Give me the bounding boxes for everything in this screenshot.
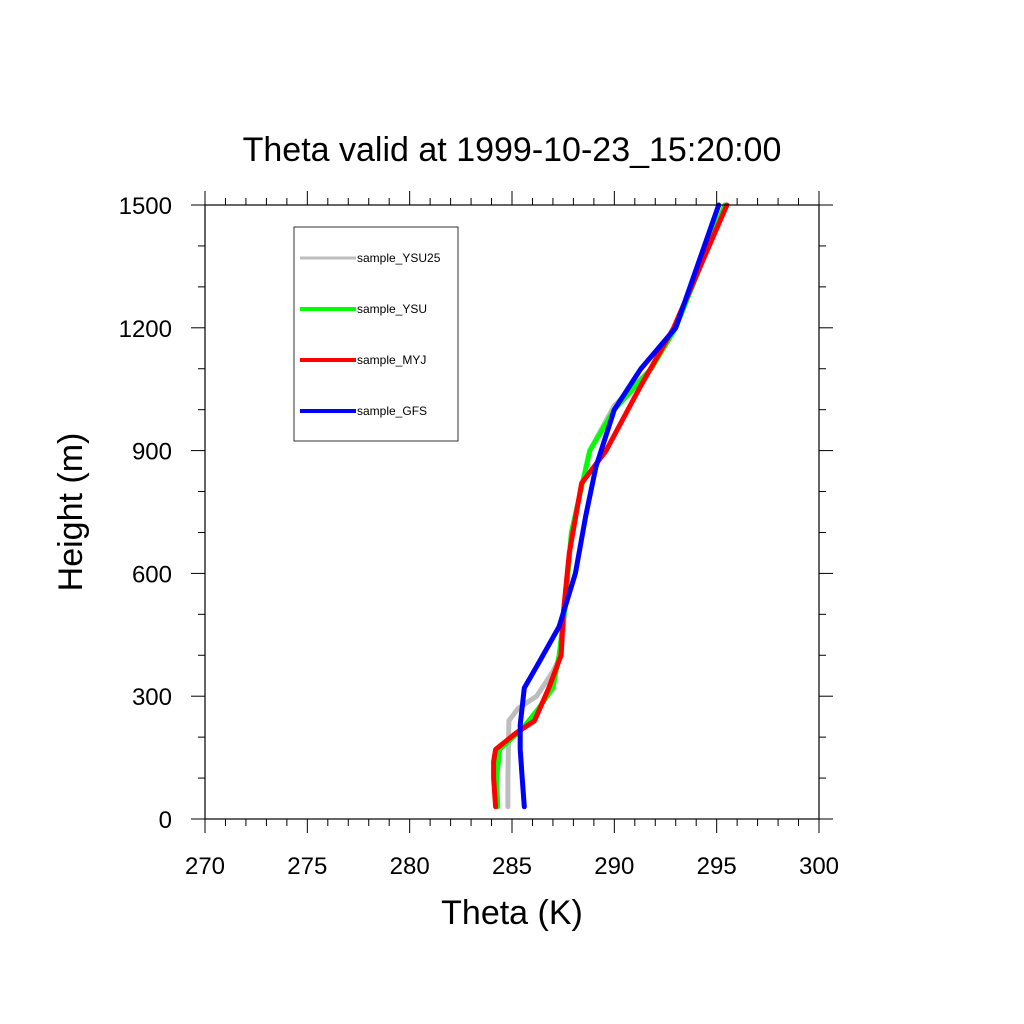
legend-label-sample_YSU: sample_YSU	[357, 302, 427, 316]
y-tick-label: 300	[132, 684, 172, 711]
series-line-sample_YSU25	[505, 202, 728, 810]
series-line-sample_MYJ	[491, 202, 730, 810]
x-tick-label: 300	[799, 853, 839, 880]
chart-title: Theta valid at 1999-10-23_15:20:00	[243, 131, 782, 169]
y-tick-label: 1500	[119, 193, 172, 220]
series-line-sample_GFS	[517, 202, 722, 810]
x-tick-label: 290	[594, 853, 634, 880]
y-tick-label: 1200	[119, 316, 172, 343]
x-tick-label: 280	[390, 853, 430, 880]
legend-label-sample_MYJ: sample_MYJ	[357, 353, 426, 367]
y-tick-labels: 0 300 600 900 1200 1500	[119, 193, 172, 834]
y-axis-title: Height (m)	[52, 433, 90, 592]
series-layer	[491, 202, 730, 810]
x-tick-label: 285	[492, 853, 532, 880]
x-axis-title: Theta (K)	[441, 894, 583, 932]
legend-box	[293, 226, 459, 442]
legend-label-sample_YSU25: sample_YSU25	[357, 251, 441, 265]
axis-ticks	[191, 191, 833, 833]
x-tick-labels: 270 275 280 285 290 295 300	[185, 853, 839, 880]
y-tick-label: 900	[132, 439, 172, 466]
x-tick-label: 295	[697, 853, 737, 880]
y-tick-label: 0	[159, 807, 172, 834]
x-tick-label: 270	[185, 853, 225, 880]
y-tick-label: 600	[132, 561, 172, 588]
legend-label-sample_GFS: sample_GFS	[357, 404, 427, 418]
plot-frame	[204, 204, 820, 820]
legend: sample_YSU25 sample_YSU sample_MYJ sample_G…	[293, 226, 459, 442]
series-line-sample_YSU	[494, 202, 728, 810]
x-tick-label: 275	[287, 853, 327, 880]
